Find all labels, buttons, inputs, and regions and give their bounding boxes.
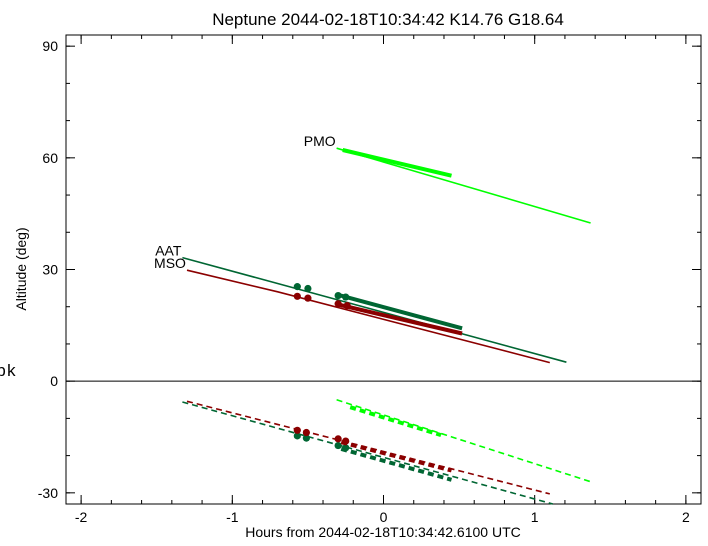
mso-negative-marker [302,428,310,437]
mso-negative-marker [334,435,342,443]
aat-negative-marker [342,444,350,452]
y-tick-label-0: -30 [38,485,58,501]
aat-negative-marker [302,434,310,442]
aat-marker [293,283,301,291]
pmo-negative-line [336,399,591,483]
pmo-observable-segment [342,148,452,178]
pmo-altitude-line [336,147,591,224]
x-tick-label-4: 2 [682,509,690,525]
mso-observable-segment [337,302,463,336]
mso-negative-line [186,400,550,495]
y-axis-label: Altitude (deg) [13,227,29,310]
mso-negative-marker [293,426,301,434]
y-tick-label-4: 90 [42,38,58,54]
series-layer [182,147,591,505]
y-tick-label-3: 60 [42,150,58,166]
chart-title: Neptune 2044-02-18T10:34:42 K14.76 G18.6… [212,10,564,29]
series-label-mso: MSO [154,255,186,271]
x-tick-label-1: -1 [226,509,239,525]
axis-ticks: -2 -1 0 1 2 -30 0 30 60 90 [38,35,701,525]
aat-negative-line [182,401,554,505]
aat-altitude-line [182,256,567,363]
aat-marker [304,284,312,293]
mso-marker [293,292,301,300]
series-label-aat: AAT [155,243,182,259]
y-tick-label-2: 30 [42,262,58,278]
series-label-pmo: PMO [304,133,336,149]
aat-marker [342,293,350,301]
mso-negative-marker [342,437,350,445]
x-tick-label-3: 1 [531,509,539,525]
mso-marker [334,300,342,308]
aat-negative-marker [293,432,301,440]
mso-negative-observable-segment [340,440,452,473]
aat-negative-marker [334,441,342,450]
x-axis-label: Hours from 2044-02-18T10:34:42.6100 UTC [245,524,520,540]
pmo-negative-observable-segment [349,405,442,438]
x-tick-label-2: 0 [380,509,388,525]
mso-marker [304,294,312,302]
stray-text: pk [0,363,16,382]
aat-marker [334,291,342,300]
aat-negative-observable-segment [340,446,453,482]
aat-observable-segment [336,292,463,331]
x-tick-label-0: -2 [75,509,88,525]
mso-marker [343,302,351,310]
y-tick-label-1: 0 [50,373,58,389]
mso-altitude-line [186,269,551,364]
